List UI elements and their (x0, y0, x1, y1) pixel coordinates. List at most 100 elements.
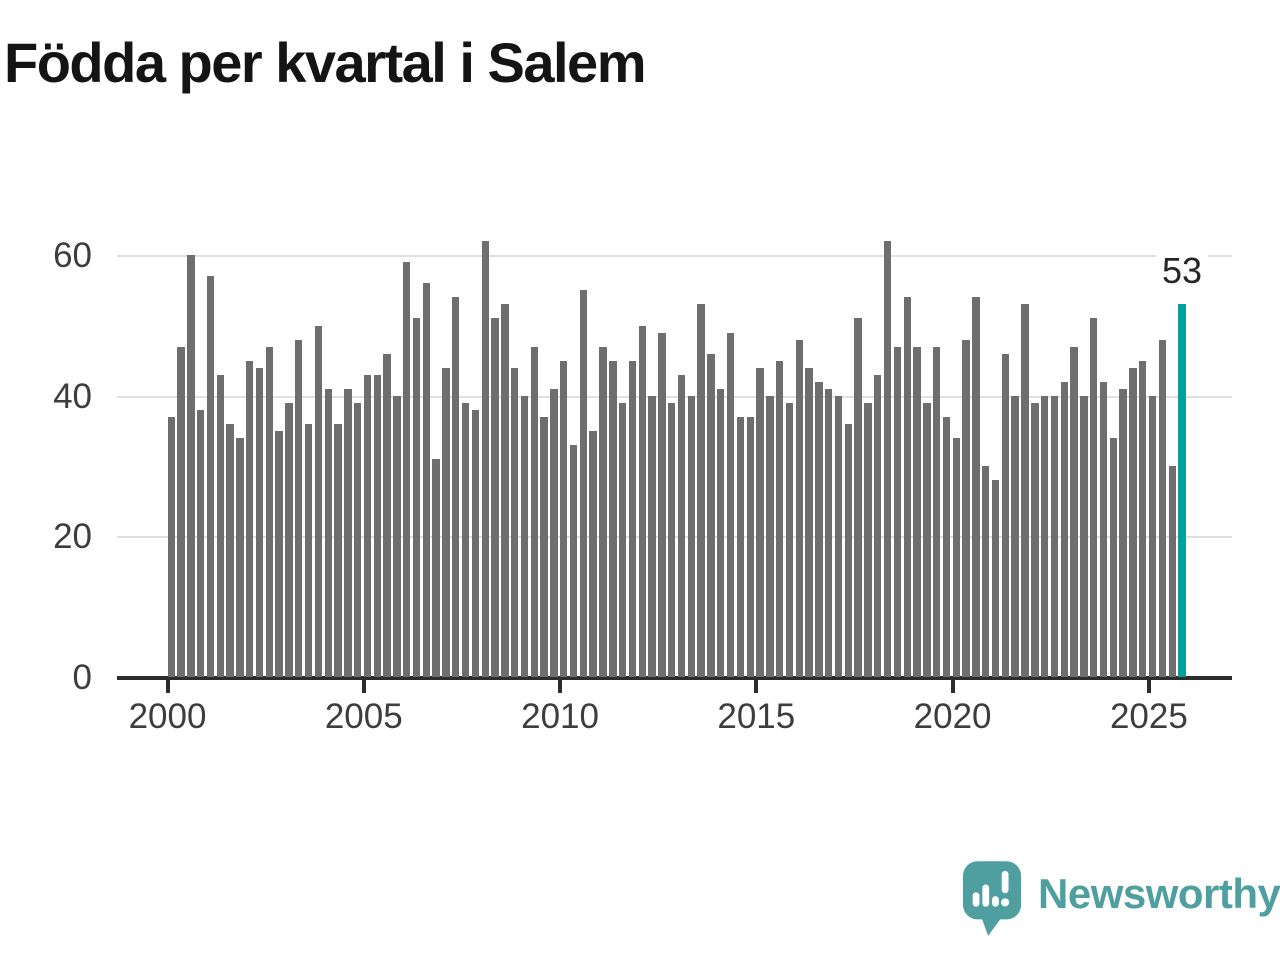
bar (167, 416, 175, 677)
x-axis-tick-2025 (1146, 680, 1151, 693)
bar (177, 346, 185, 677)
bar (1060, 381, 1068, 677)
bar (393, 395, 401, 677)
bar (363, 374, 372, 677)
bar (432, 459, 440, 677)
bar (756, 367, 764, 677)
bar (746, 416, 754, 677)
bar (1119, 388, 1127, 677)
bar (972, 297, 980, 677)
x-axis-line (117, 676, 1232, 680)
bar (628, 360, 637, 677)
bar (785, 402, 794, 677)
bar (1031, 402, 1039, 677)
bar (324, 388, 332, 677)
bar (226, 423, 234, 677)
bar (805, 367, 813, 677)
bar (1109, 437, 1117, 677)
bar (216, 374, 224, 677)
bar (442, 367, 450, 677)
bar (246, 360, 254, 677)
bar (1021, 304, 1029, 677)
bar (206, 276, 215, 677)
bar (687, 395, 696, 677)
bar (913, 346, 921, 677)
highlight-value-label: 53 (1155, 252, 1209, 291)
bar (461, 402, 470, 677)
bar (579, 290, 588, 677)
bar (1148, 395, 1157, 677)
bar (422, 283, 431, 677)
bar (599, 346, 607, 677)
bar (540, 416, 548, 677)
bar (991, 480, 1000, 677)
bar (726, 332, 735, 677)
bar (1129, 367, 1137, 677)
y-axis-label-60: 60 (53, 236, 92, 276)
bar (501, 304, 509, 677)
bar (265, 346, 274, 677)
bar (1158, 339, 1167, 677)
bar (314, 325, 323, 677)
x-axis-label-2010: 2010 (521, 697, 599, 736)
x-axis-label-2000: 2000 (128, 697, 207, 736)
bar (1080, 395, 1088, 677)
y-axis-label-0: 0 (72, 658, 92, 697)
bar (295, 339, 303, 677)
bar (932, 346, 941, 677)
bar (304, 423, 313, 677)
bar (952, 437, 960, 677)
bar-highlighted (1178, 304, 1186, 677)
x-axis-label-2025: 2025 (1109, 697, 1188, 736)
bar (1089, 318, 1098, 677)
bar (883, 241, 892, 677)
bar (638, 325, 646, 677)
bar (677, 374, 686, 677)
bar (255, 367, 264, 677)
bar (481, 241, 489, 677)
chart-title: Födda per kvartal i Salem (4, 31, 646, 94)
y-axis-label-20: 20 (53, 517, 92, 557)
x-axis-tick-2015 (754, 680, 759, 693)
bar (618, 402, 627, 677)
x-axis-tick-2005 (361, 680, 366, 693)
x-axis-tick-2000 (165, 680, 170, 693)
bar (530, 346, 538, 677)
bar (471, 409, 480, 677)
bar (844, 423, 853, 677)
bar (874, 374, 882, 677)
bar (825, 388, 833, 677)
bar (1001, 353, 1010, 677)
bar (373, 374, 381, 677)
y-gridline-60 (117, 255, 1232, 258)
bar (864, 402, 872, 677)
bar (285, 402, 293, 677)
bar (187, 255, 195, 677)
bar (923, 402, 931, 677)
bar (736, 416, 745, 677)
brand-footer: Newsworthy (960, 858, 1280, 938)
bar (775, 360, 784, 677)
bar (834, 395, 843, 677)
bar (1050, 395, 1059, 677)
bar (353, 402, 362, 677)
bar (717, 388, 725, 677)
bar (942, 416, 951, 677)
bar (560, 360, 568, 677)
bar (1040, 395, 1049, 677)
bar (962, 339, 970, 677)
bar (383, 353, 391, 677)
bar (412, 318, 421, 677)
bar (344, 388, 352, 677)
bar (697, 304, 705, 677)
bar (1139, 360, 1147, 677)
bar (1011, 395, 1019, 677)
x-axis-label-2015: 2015 (717, 697, 796, 736)
bar (903, 297, 911, 677)
bar (982, 466, 990, 677)
x-axis-label-2020: 2020 (913, 697, 992, 736)
newsworthy-speech-bubble-chart-icon (962, 861, 1022, 936)
bar (668, 402, 676, 677)
bar (452, 297, 460, 677)
